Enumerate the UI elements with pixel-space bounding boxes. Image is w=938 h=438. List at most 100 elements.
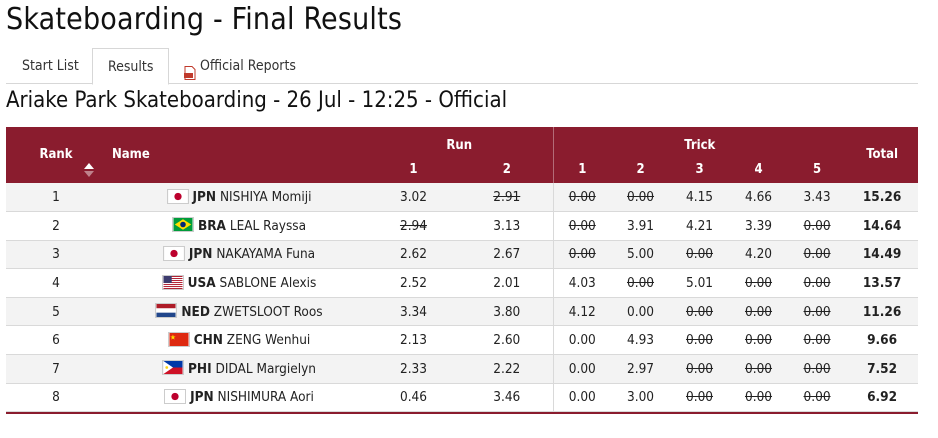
run-score-cell: 2.91 [461,183,554,213]
rank-cell: 7 [6,354,106,384]
rank-cell: 5 [6,297,106,327]
run-score-cell: 0.46 [366,383,461,413]
trick-score-cell: 0.00 [553,354,612,384]
athlete-cell[interactable]: JPN NISHIYA Momiji [106,183,366,213]
total-cell: 9.66 [846,325,919,356]
run-score-cell: 2.60 [461,325,554,356]
total-cell: 13.57 [846,268,919,298]
rank-cell: 4 [6,268,106,298]
athlete-name: LEAL Rayssa [229,217,307,234]
table-row[interactable]: 1 JPN NISHIYA Momiji 3.02 2.91 0.00 0.00 4.15 4… [6,183,919,213]
flag-jpn-icon [164,388,187,404]
athlete-name: ZWETSLOOT Roos [213,303,323,320]
trick-score-cell: 4.21 [670,211,730,241]
trick-score-cell: 0.00 [788,325,847,356]
run-score-cell: 2.52 [366,268,461,298]
flag-phi-icon [162,360,185,376]
tab-start-list[interactable]: Start List [22,48,79,84]
trick-score-cell: 0.00 [611,268,671,298]
noc-code: CHN [193,332,223,349]
athlete-name: NISHIYA Momiji [219,189,312,206]
table-row[interactable]: 5 NED ZWETSLOOT Roos 3.34 3.80 4.12 0.00 0.00 0… [6,297,919,327]
trick-score-cell: 3.39 [729,211,789,241]
noc-code: JPN [190,389,214,406]
trick-col-header: 3 [670,155,730,183]
trick-score-cell: 3.91 [611,211,671,241]
noc-code: PHI [188,360,212,377]
trick-score-cell: 3.00 [611,383,671,413]
trick-col-header: 4 [729,155,789,183]
sort-icon[interactable] [84,163,94,177]
trick-score-cell: 0.00 [729,297,789,327]
run-score-cell: 3.46 [461,383,554,413]
athlete-cell[interactable]: JPN NISHIMURA Aori [106,383,366,413]
athlete-cell[interactable]: USA SABLONE Alexis [106,268,366,298]
trick-score-cell: 4.93 [611,325,671,356]
page-title: Skateboarding - Final Results [6,2,403,37]
pdf-icon [184,58,196,80]
trick-score-cell: 3.43 [788,183,847,213]
athlete-cell[interactable]: PHI DIDAL Margielyn [106,354,366,384]
rank-cell: 6 [6,325,106,356]
trick-score-cell: 5.01 [670,268,730,298]
tab-results[interactable]: Results [92,48,170,85]
total-cell: 6.92 [846,383,919,413]
trick-score-cell: 0.00 [553,325,612,356]
name-header: Name [106,127,366,183]
trick-score-cell: 0.00 [729,268,789,298]
run-col-header: 1 [366,155,461,183]
noc-code: JPN [192,189,217,206]
table-row[interactable]: 7 PHI DIDAL Margielyn 2.33 2.22 0.00 2.97 0.00… [6,354,919,384]
trick-score-cell: 0.00 [670,354,730,384]
run-score-cell: 2.22 [461,354,554,384]
trick-score-cell: 4.12 [553,297,612,327]
athlete-name: NISHIMURA Aori [217,389,314,406]
trick-score-cell: 0.00 [670,240,730,270]
athlete-cell[interactable]: NED ZWETSLOOT Roos [106,297,366,327]
flag-chn-icon [167,331,190,347]
athlete-cell[interactable]: JPN NAKAYAMA Funa [106,240,366,270]
table-bottom-rule [6,412,918,414]
rank-cell: 3 [6,240,106,270]
trick-score-cell: 0.00 [729,325,789,356]
run-score-cell: 3.34 [366,297,461,327]
trick-score-cell: 0.00 [788,240,847,270]
noc-code: NED [181,303,210,320]
noc-code: JPN [188,246,213,263]
trick-score-cell: 0.00 [611,183,671,213]
rank-header-label: Rank [39,146,73,162]
athlete-name: DIDAL Margielyn [215,360,316,377]
athlete-name: ZENG Wenhui [226,332,311,349]
flag-jpn-icon [166,188,189,204]
athlete-name: SABLONE Alexis [219,275,317,292]
table-row[interactable]: 6 CHN ZENG Wenhui 2.13 2.60 0.00 4.93 0.00 0.00… [6,325,919,356]
flag-usa-icon [161,274,184,290]
athlete-cell[interactable]: CHN ZENG Wenhui [106,325,366,356]
tab-official-reports[interactable]: Official Reports [184,48,296,84]
tab-label: Start List [22,58,79,74]
trick-score-cell: 4.66 [729,183,789,213]
total-cell: 14.49 [846,240,919,270]
trick-score-cell: 0.00 [553,183,612,213]
rank-header[interactable]: Rank [6,127,106,183]
run-score-cell: 3.02 [366,183,461,213]
athlete-name: NAKAYAMA Funa [216,246,316,263]
rank-cell: 8 [6,383,106,413]
trick-score-cell: 0.00 [670,325,730,356]
table-row[interactable]: 3 JPN NAKAYAMA Funa 2.62 2.67 0.00 5.00 0.00 4.… [6,240,919,270]
athlete-cell[interactable]: BRA LEAL Rayssa [106,211,366,241]
table-row[interactable]: 8 JPN NISHIMURA Aori 0.46 3.46 0.00 3.00 0.00 0… [6,383,919,413]
table-row[interactable]: 2 BRA LEAL Rayssa 2.94 3.13 0.00 3.91 4.21 3.39… [6,211,919,241]
event-subtitle: Ariake Park Skateboarding - 26 Jul - 12:… [6,88,508,113]
total-cell: 7.52 [846,354,919,384]
table-row[interactable]: 4 USA SABLONE Alexis 2.52 2.01 4.03 0.00 5.01 0… [6,268,919,298]
trick-group-header: Trick [553,127,847,155]
trick-score-cell: 0.00 [788,354,847,384]
trick-score-cell: 0.00 [788,268,847,298]
total-header: Total [846,127,919,183]
run-col-header: 2 [461,155,554,183]
run-score-cell: 3.13 [461,211,554,241]
trick-score-cell: 0.00 [788,383,847,413]
flag-bra-icon [171,217,194,233]
noc-code: USA [187,275,216,292]
